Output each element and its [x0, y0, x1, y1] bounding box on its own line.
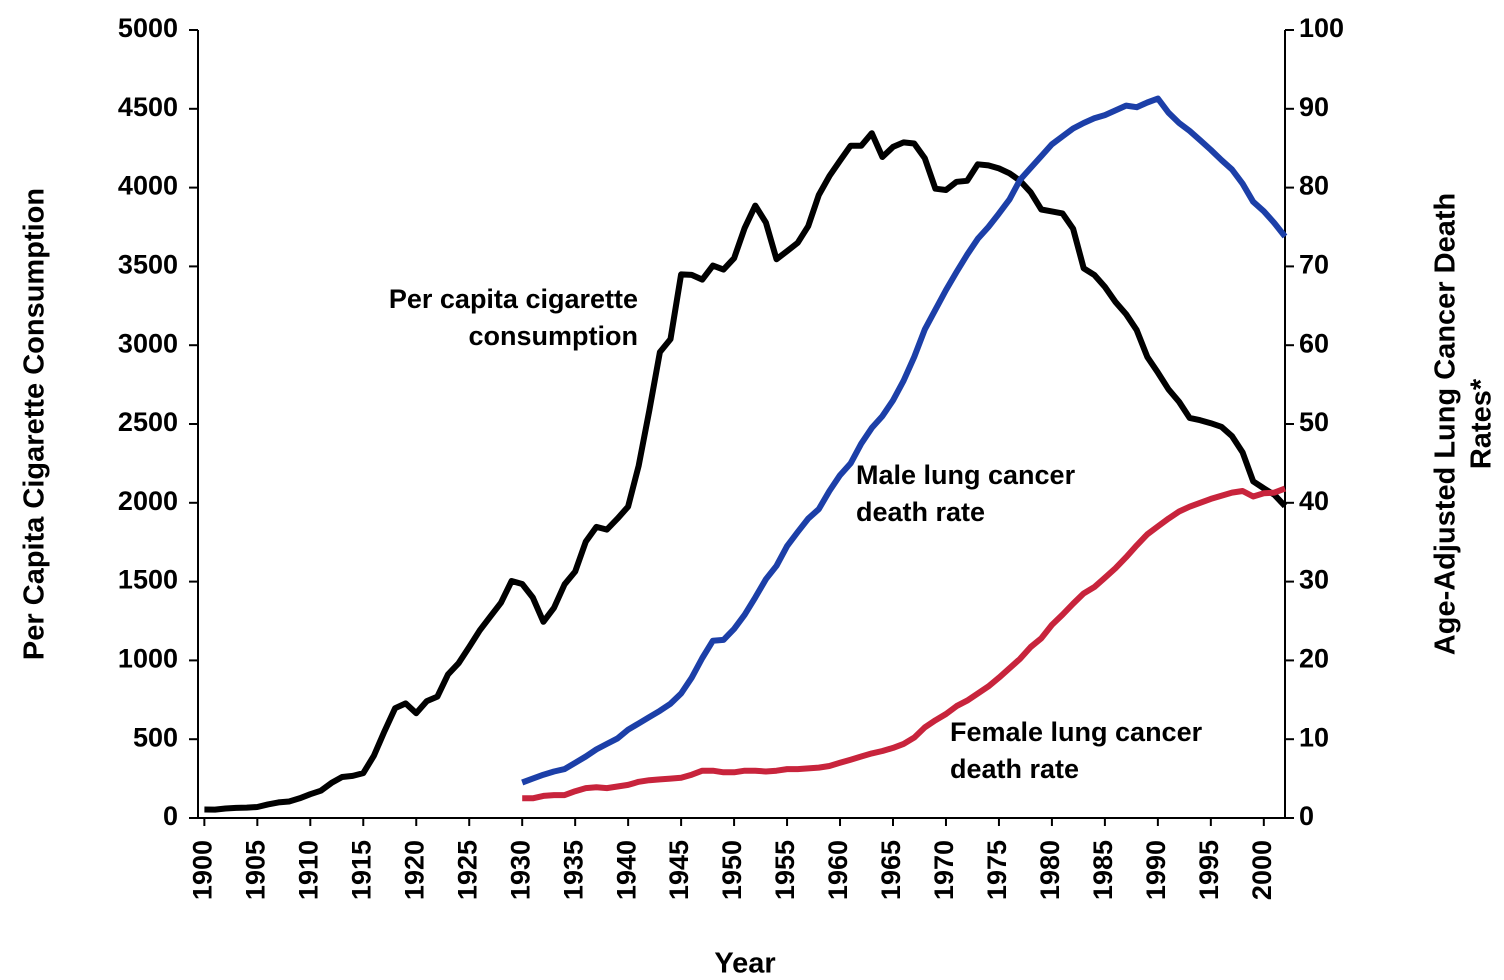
y2-tick-label: 80	[1299, 171, 1329, 201]
x-tick-label: 1950	[717, 840, 747, 900]
y2-tick-label: 100	[1299, 13, 1344, 43]
y-tick-label: 2500	[118, 407, 178, 437]
annotation: Female lung cancer	[950, 717, 1203, 747]
x-tick-label: 1970	[929, 840, 959, 900]
y2-tick-label: 90	[1299, 92, 1329, 122]
y-tick-label: 4000	[118, 171, 178, 201]
y-tick-label: 4500	[118, 92, 178, 122]
y2-tick-label: 60	[1299, 328, 1329, 358]
line-series	[522, 485, 1287, 802]
x-axis-title: Year	[714, 948, 775, 980]
y-tick-label: 3000	[118, 328, 178, 358]
x-tick-label: 1985	[1088, 840, 1118, 900]
x-tick-label: 1920	[399, 840, 429, 900]
x-tick-label: 1990	[1141, 840, 1171, 900]
line-series	[204, 130, 1288, 813]
x-tick-label: 1940	[611, 840, 641, 900]
y-tick-label: 1000	[118, 644, 178, 674]
y-tick-label: 0	[163, 801, 178, 831]
annotation: Per capita cigarette	[389, 284, 638, 314]
y2-axis-title: Age-Adjusted Lung Cancer Death	[1430, 193, 1462, 655]
y2-tick-label: 0	[1299, 801, 1314, 831]
annotation: consumption	[469, 321, 639, 351]
x-tick-label: 1910	[293, 840, 323, 900]
y2-tick-label: 10	[1299, 722, 1329, 752]
y-tick-label: 5000	[118, 13, 178, 43]
y-tick-label: 1500	[118, 565, 178, 595]
x-tick-label: 2000	[1247, 840, 1277, 900]
x-tick-label: 1945	[664, 840, 694, 900]
annotation: death rate	[950, 754, 1079, 784]
x-tick-label: 1935	[558, 840, 588, 900]
y2-tick-label: 30	[1299, 565, 1329, 595]
x-tick-label: 1980	[1035, 840, 1065, 900]
y2-tick-label: 70	[1299, 250, 1329, 280]
y-tick-label: 3500	[118, 250, 178, 280]
y2-tick-label: 20	[1299, 644, 1329, 674]
x-tick-label: 1900	[187, 840, 217, 900]
y-axis-title: Per Capita Cigarette Consumption	[19, 188, 51, 660]
y2-axis-title: Rates*	[1466, 378, 1498, 469]
annotation: death rate	[856, 497, 985, 527]
y-tick-label: 2000	[118, 486, 178, 516]
line-series	[521, 95, 1288, 786]
x-tick-label: 1965	[876, 840, 906, 900]
x-tick-label: 1915	[346, 840, 376, 900]
x-tick-label: 1960	[823, 840, 853, 900]
x-tick-label: 1905	[240, 840, 270, 900]
x-tick-label: 1955	[770, 840, 800, 900]
annotation: Male lung cancer	[856, 460, 1076, 490]
x-tick-label: 1930	[505, 840, 535, 900]
x-tick-label: 1995	[1194, 840, 1224, 900]
y2-tick-label: 50	[1299, 407, 1329, 437]
x-tick-label: 1925	[452, 840, 482, 900]
x-tick-label: 1975	[982, 840, 1012, 900]
y2-tick-label: 40	[1299, 486, 1329, 516]
y-tick-label: 500	[133, 722, 178, 752]
